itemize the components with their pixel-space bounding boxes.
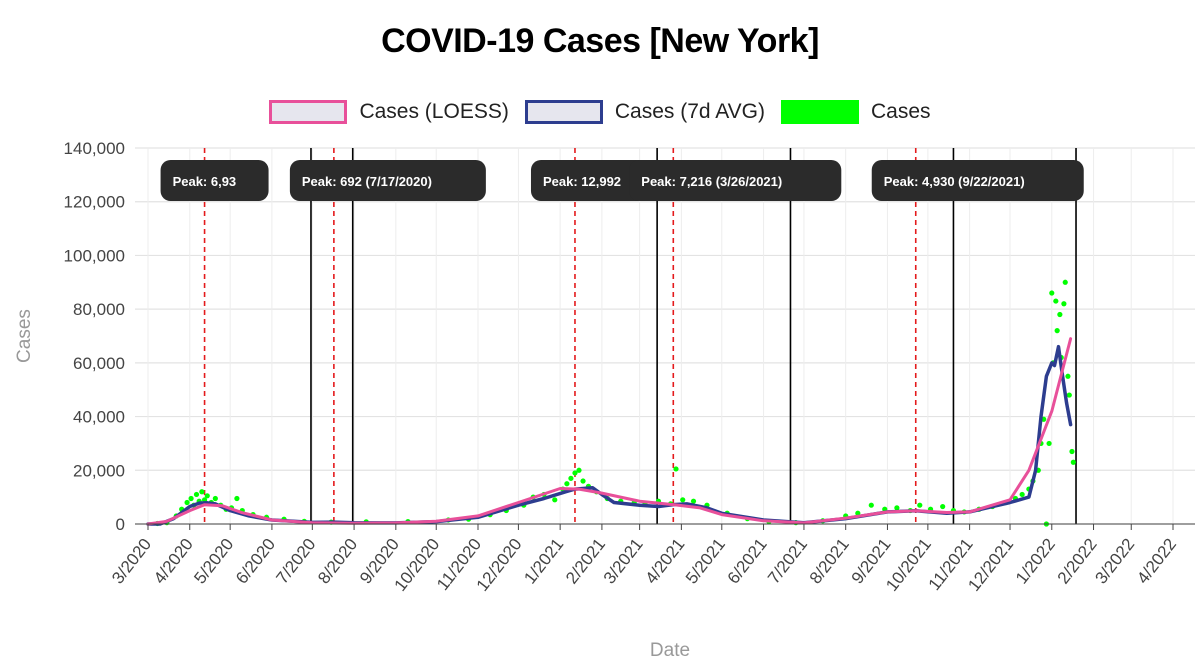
x-tick-label: 8/2020: [314, 535, 361, 588]
axis-layer: 3/20204/20205/20206/20207/20208/20209/20…: [108, 523, 1195, 595]
x-tick-label: 3/2021: [600, 535, 647, 588]
series-line-7d-avg: [146, 344, 1073, 526]
case-point: [894, 505, 900, 511]
case-point: [1061, 301, 1067, 307]
peak-callout-label: Peak: 692 (7/17/2020): [302, 174, 432, 189]
x-tick-label: 5/2021: [682, 535, 729, 588]
x-tick-label: 1/2022: [1012, 535, 1059, 588]
y-tick-label: 80,000: [73, 300, 125, 319]
x-tick-label: 6/2021: [724, 535, 771, 588]
case-point: [673, 466, 679, 472]
legend: Cases (LOESS) Cases (7d AVG) Cases: [0, 100, 1200, 124]
legend-item-cases: Cases: [781, 100, 931, 124]
peak-callout: Peak: 7,216 (3/26/2021): [629, 160, 842, 201]
y-tick-label: 120,000: [64, 193, 125, 212]
case-point: [568, 475, 574, 481]
x-tick-label: 3/2022: [1091, 535, 1138, 588]
case-point: [193, 491, 200, 498]
x-tick-label: 7/2021: [764, 535, 811, 588]
case-point: [868, 502, 874, 508]
case-point: [212, 495, 218, 502]
case-point: [576, 467, 582, 473]
peak-callout-box: [160, 160, 269, 201]
x-tick-label: 2/2021: [562, 535, 609, 588]
case-point: [917, 502, 923, 508]
case-point: [690, 498, 697, 504]
case-point: [940, 503, 946, 510]
case-point: [1069, 448, 1075, 455]
x-tick-label: 7/2020: [272, 535, 319, 588]
legend-label-loess: Cases (LOESS): [359, 100, 509, 123]
legend-label-7d-avg: Cases (7d AVG): [614, 100, 766, 123]
case-point: [552, 497, 558, 503]
case-point: [1046, 440, 1052, 447]
x-axis-title: Date: [650, 640, 690, 661]
case-point: [1062, 279, 1068, 285]
y-tick-label: 20,000: [73, 461, 125, 480]
x-tick-label: 2/2022: [1054, 535, 1101, 588]
case-point: [1066, 392, 1072, 398]
peak-callout-box: [629, 160, 842, 201]
x-tick-label: 8/2021: [806, 535, 853, 588]
case-point: [1057, 311, 1063, 318]
y-tick-label: 60,000: [73, 354, 125, 373]
peak-callout: Peak: 692 (7/17/2020): [289, 160, 486, 201]
peak-callout: Peak: 12,992: [530, 160, 655, 201]
y-tick-label: 100,000: [64, 246, 125, 265]
case-point: [234, 495, 240, 502]
legend-item-7d-avg: Cases (7d AVG): [524, 100, 766, 124]
y-tick-label: 0: [116, 515, 125, 534]
x-tick-label: 6/2020: [232, 535, 279, 588]
callout-layer: Peak: 6,93 Peak: 692 (7/17/2020) Peak: 12,…: [160, 160, 1084, 201]
y-tick-label: 40,000: [73, 408, 125, 427]
case-point: [680, 497, 686, 503]
legend-swatch-cases: [781, 100, 860, 124]
series-layer: [146, 279, 1076, 527]
case-point: [1070, 459, 1076, 465]
x-tick-label: 4/2020: [150, 535, 197, 588]
chart-title: COVID-19 Cases [New York]: [381, 22, 819, 60]
peak-callout-box: [530, 160, 655, 201]
case-point: [188, 495, 194, 502]
case-point: [184, 499, 190, 506]
x-tick-label: 5/2020: [190, 535, 237, 588]
x-tick-label: 4/2021: [642, 535, 689, 588]
case-point: [1054, 328, 1060, 334]
peak-callout-label: Peak: 12,992: [543, 174, 621, 189]
peak-callout-box: [871, 160, 1084, 201]
legend-swatch-loess: [269, 100, 348, 124]
x-tick-label: 4/2022: [1133, 535, 1180, 588]
case-point: [564, 481, 570, 487]
legend-item-loess: Cases (LOESS): [269, 100, 509, 124]
case-point: [855, 510, 861, 516]
peak-callout-label: Peak: 6,93: [173, 174, 237, 189]
case-point: [199, 489, 205, 495]
x-tick-label: 1/2021: [520, 535, 567, 588]
y-tick-label: 140,000: [64, 139, 125, 158]
reference-lines: [203, 148, 1077, 524]
peak-callout: Peak: 4,930 (9/22/2021): [871, 160, 1084, 201]
case-point: [572, 470, 578, 476]
case-point: [580, 478, 586, 484]
peak-callout-box: [289, 160, 486, 201]
legend-swatch-7d-avg: [524, 100, 603, 124]
case-point: [1053, 298, 1059, 304]
case-point: [1049, 290, 1055, 296]
case-point: [1019, 491, 1025, 498]
series-line-loess: [146, 337, 1073, 526]
y-axis-title: Cases: [14, 309, 35, 363]
peak-callout-label: Peak: 7,216 (3/26/2021): [641, 174, 782, 189]
case-point: [204, 493, 210, 499]
x-tick-label: 3/2020: [108, 535, 155, 588]
legend-label-cases: Cases: [871, 100, 931, 123]
case-point: [1065, 373, 1071, 379]
peak-callout-label: Peak: 4,930 (9/22/2021): [884, 174, 1025, 189]
peak-callout: Peak: 6,93: [160, 160, 269, 201]
